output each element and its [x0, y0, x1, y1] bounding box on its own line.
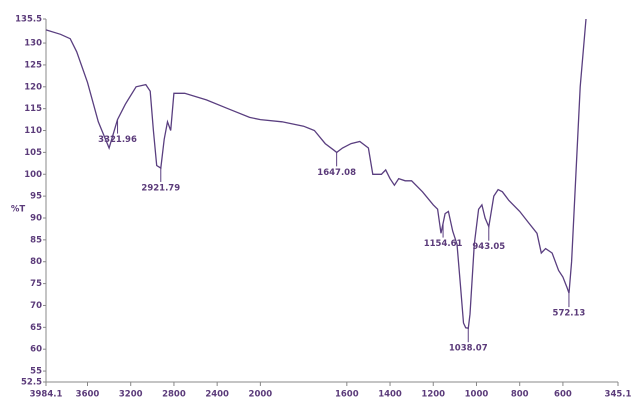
spectrum-line — [45, 18, 587, 329]
x-tick-label: 2400 — [205, 390, 229, 400]
y-tick-label: 120 — [24, 82, 42, 92]
y-tick-label: 70 — [30, 301, 42, 311]
peak-label: 1038.07 — [449, 344, 488, 354]
y-tick-label: 80 — [30, 257, 42, 267]
peak-label: 1154.61 — [424, 239, 463, 249]
y-tick-label: 75 — [30, 279, 42, 289]
peak-label: 1647.08 — [317, 168, 356, 178]
x-tick-label: 600 — [554, 390, 572, 400]
x-tick-label: 1600 — [335, 390, 359, 400]
x-tick-label: 1000 — [465, 390, 489, 400]
peak-label: 2921.79 — [141, 183, 180, 193]
x-tick-label: 800 — [511, 390, 529, 400]
x-tick-label: 3984.1 — [30, 390, 63, 400]
y-axis-label: %T — [11, 205, 26, 215]
peak-label: 943.05 — [472, 242, 505, 252]
y-tick-label: 85 — [30, 235, 42, 245]
peak-label: 3321.96 — [98, 135, 137, 145]
y-tick-label: 52.5 — [21, 378, 42, 388]
y-tick-label: 130 — [24, 39, 42, 49]
y-tick-label: 95 — [30, 192, 42, 202]
y-tick-label: 60 — [30, 345, 42, 355]
x-tick-label: 2000 — [249, 390, 273, 400]
y-tick-label: 90 — [30, 213, 42, 223]
x-tick-label: 3200 — [119, 390, 143, 400]
y-tick-label: 135.5 — [15, 15, 42, 25]
y-tick-label: 100 — [24, 170, 42, 180]
y-tick-label: 55 — [30, 367, 42, 377]
x-tick-label: 1200 — [421, 390, 445, 400]
x-tick-label: 3600 — [76, 390, 100, 400]
x-tick-label: 1400 — [378, 390, 402, 400]
x-tick-label: 2800 — [162, 390, 186, 400]
y-tick-label: 125 — [24, 60, 42, 70]
peak-label: 572.13 — [553, 309, 586, 319]
y-tick-label: 110 — [24, 126, 42, 136]
y-tick-label: 105 — [24, 148, 42, 158]
x-tick-label: 345.1 — [605, 390, 632, 400]
y-tick-label: 115 — [24, 104, 42, 114]
y-tick-label: 65 — [30, 323, 42, 333]
